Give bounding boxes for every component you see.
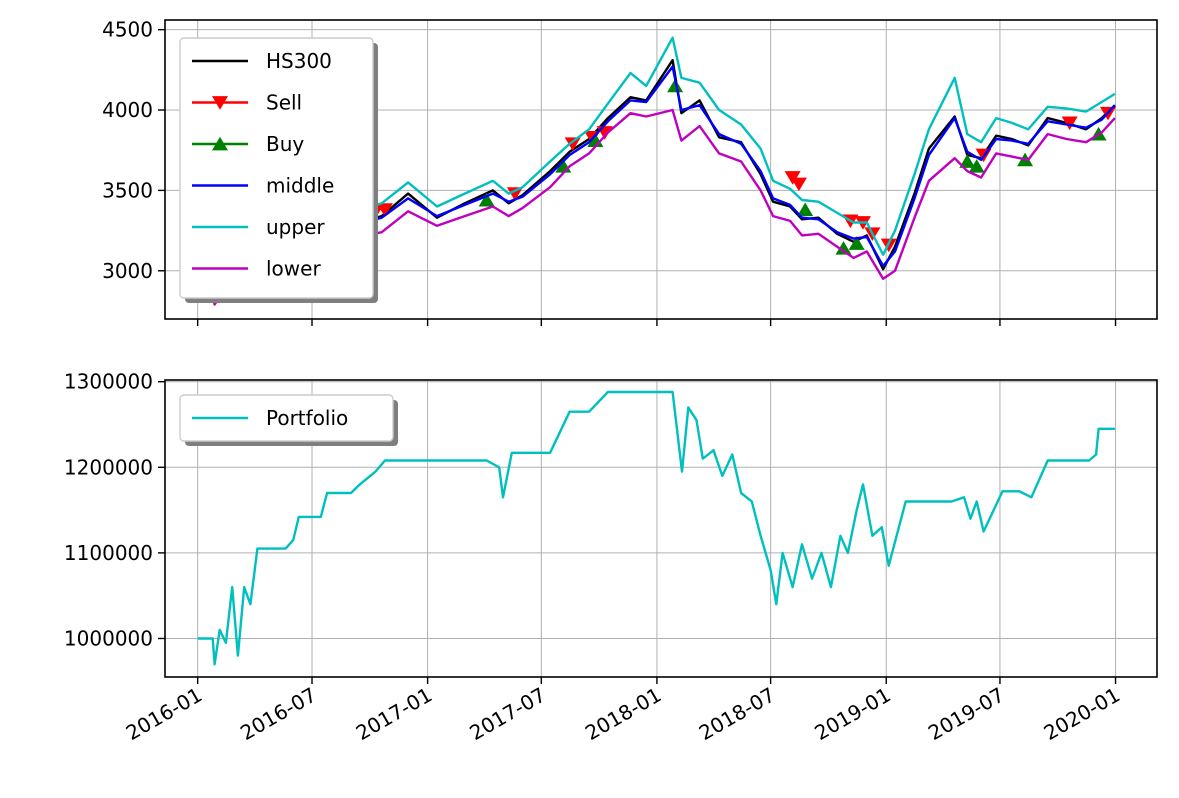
marker-sell [1061, 116, 1078, 131]
legend-label-upper: upper [266, 215, 325, 239]
legend: HS300 Sell Buy middle upper lower [179, 37, 378, 303]
legend-label-sell: Sell [266, 91, 302, 115]
legend-marker-sell [212, 96, 228, 110]
legend-label-portfolio: Portfolio [266, 406, 348, 430]
legend-label-hs300: HS300 [266, 49, 332, 73]
x-tick-label: 2020-01 [1040, 683, 1124, 746]
x-tick-label: 2017-07 [465, 683, 549, 746]
legend-label-buy: Buy [266, 132, 304, 156]
portfolio-panel: 1000000 1100000 1200000 1300000 2016-01 2016-… [64, 370, 1158, 746]
x-tick-label: 2019-01 [810, 683, 894, 746]
x-tick-label: 2018-01 [581, 683, 665, 746]
marker-sell [506, 187, 523, 201]
axes-frame [164, 19, 1158, 320]
series-line-middle [198, 65, 1116, 285]
marker-buy [848, 236, 865, 250]
y-tick-label: 1000000 [64, 626, 153, 650]
y-tick-label: 1300000 [64, 370, 153, 394]
marker-sell [790, 177, 807, 192]
legend-label-middle: middle [266, 174, 334, 198]
series-line-lower [198, 108, 1116, 306]
y-tick-label: 4500 [102, 18, 153, 42]
series-line-portfolio [197, 390, 1115, 666]
legend-label-lower: lower [266, 257, 321, 281]
y-tick-label: 1200000 [64, 455, 153, 479]
legend-box [179, 394, 394, 442]
marker-buy [835, 241, 852, 255]
marker-sell [564, 137, 581, 151]
y-tick-label: 3000 [102, 259, 153, 283]
plot-area [198, 36, 1116, 306]
legend-marker-buy [212, 136, 228, 151]
marker-buy [478, 192, 495, 207]
hs300-bollinger-panel: 3000 3500 4000 4500 HS300 Sell Buy middle upper l… [102, 18, 1158, 326]
marker-buy [968, 159, 985, 173]
y-tick-label: 4000 [102, 98, 153, 122]
y-tick-label: 1100000 [64, 541, 153, 565]
y-tick-label: 3500 [102, 178, 153, 202]
x-tick-label: 2016-01 [122, 683, 206, 746]
marker-sell [376, 203, 393, 217]
x-tick-label: 2016-07 [236, 683, 320, 746]
marker-buy [797, 202, 814, 217]
legend: Portfolio [179, 394, 398, 446]
x-tick-label: 2017-01 [352, 683, 436, 746]
plot-area [197, 390, 1115, 666]
series-line-upper [198, 36, 1116, 256]
x-tick-label: 2019-07 [924, 683, 1008, 746]
x-tick-label: 2018-07 [695, 683, 779, 746]
marker-buy [667, 78, 684, 93]
marker-buy [959, 154, 976, 168]
axes-frame [164, 379, 1158, 678]
